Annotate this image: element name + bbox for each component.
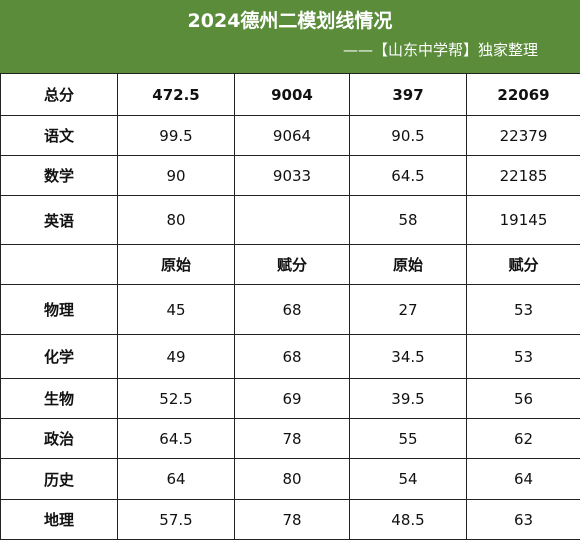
table-cell: 57.5 bbox=[117, 499, 235, 540]
table-cell: 64.5 bbox=[349, 155, 467, 196]
table-cell: 53 bbox=[466, 334, 580, 379]
table-cell: 68 bbox=[234, 334, 350, 379]
table-cell: 22069 bbox=[466, 73, 580, 116]
table-cell: 27 bbox=[349, 284, 467, 335]
table-cell: 397 bbox=[349, 73, 467, 116]
row-label: 历史 bbox=[0, 458, 118, 500]
column-header: 赋分 bbox=[234, 244, 350, 285]
table-cell: 22185 bbox=[466, 155, 580, 196]
table-cell: 34.5 bbox=[349, 334, 467, 379]
table-cell: 80 bbox=[234, 458, 350, 500]
table-cell: 64.5 bbox=[117, 418, 235, 459]
table-cell: 56 bbox=[466, 378, 580, 419]
column-header: 原始 bbox=[349, 244, 467, 285]
row-label: 政治 bbox=[0, 418, 118, 459]
table-cell: 55 bbox=[349, 418, 467, 459]
table-cell: 39.5 bbox=[349, 378, 467, 419]
table-row: 化学 49 68 34.5 53 bbox=[0, 334, 580, 379]
table-cell: 22379 bbox=[466, 115, 580, 156]
table-cell: 19145 bbox=[466, 195, 580, 245]
table-cell: 99.5 bbox=[117, 115, 235, 156]
row-label: 英语 bbox=[0, 195, 118, 245]
table-row: 英语 80 58 19145 bbox=[0, 195, 580, 245]
row-label bbox=[0, 244, 118, 285]
table-row: 生物 52.5 69 39.5 56 bbox=[0, 378, 580, 419]
table-cell: 9004 bbox=[234, 73, 350, 116]
table-cell: 63 bbox=[466, 499, 580, 540]
row-label: 化学 bbox=[0, 334, 118, 379]
table-cell: 48.5 bbox=[349, 499, 467, 540]
row-label: 数学 bbox=[0, 155, 118, 196]
table-cell: 58 bbox=[349, 195, 467, 245]
table-cell: 49 bbox=[117, 334, 235, 379]
table-row: 地理 57.5 78 48.5 63 bbox=[0, 499, 580, 540]
table-cell: 9033 bbox=[234, 155, 350, 196]
column-header: 赋分 bbox=[466, 244, 580, 285]
table-row: 数学 90 9033 64.5 22185 bbox=[0, 155, 580, 196]
table-row: 历史 64 80 54 64 bbox=[0, 458, 580, 500]
table-cell: 78 bbox=[234, 418, 350, 459]
table-cell: 52.5 bbox=[117, 378, 235, 419]
row-label: 语文 bbox=[0, 115, 118, 156]
score-table: 总分 472.5 9004 397 22069 语文 99.5 9064 90.… bbox=[0, 73, 580, 540]
page-title: 2024德州二模划线情况 bbox=[187, 10, 393, 32]
table-cell: 90 bbox=[117, 155, 235, 196]
title-banner: 2024德州二模划线情况 ——【山东中学帮】独家整理 bbox=[0, 0, 580, 73]
table-cell: 45 bbox=[117, 284, 235, 335]
table-row: 物理 45 68 27 53 bbox=[0, 284, 580, 335]
row-label: 生物 bbox=[0, 378, 118, 419]
table-cell: 9064 bbox=[234, 115, 350, 156]
table-cell: 78 bbox=[234, 499, 350, 540]
table-cell: 53 bbox=[466, 284, 580, 335]
sub-header-row: 原始 赋分 原始 赋分 bbox=[0, 244, 580, 285]
table-row: 政治 64.5 78 55 62 bbox=[0, 418, 580, 459]
table-cell: 80 bbox=[117, 195, 235, 245]
table-cell: 64 bbox=[466, 458, 580, 500]
table-cell: 90.5 bbox=[349, 115, 467, 156]
table-cell: 64 bbox=[117, 458, 235, 500]
row-label: 物理 bbox=[0, 284, 118, 335]
table-cell: 472.5 bbox=[117, 73, 235, 116]
table-cell: 62 bbox=[466, 418, 580, 459]
row-label: 地理 bbox=[0, 499, 118, 540]
table-cell bbox=[234, 195, 350, 245]
table-cell: 68 bbox=[234, 284, 350, 335]
table-cell: 54 bbox=[349, 458, 467, 500]
column-header: 原始 bbox=[117, 244, 235, 285]
table-row: 语文 99.5 9064 90.5 22379 bbox=[0, 115, 580, 156]
source-subtitle: ——【山东中学帮】独家整理 bbox=[342, 41, 538, 59]
table-cell: 69 bbox=[234, 378, 350, 419]
row-label: 总分 bbox=[0, 73, 118, 116]
total-row: 总分 472.5 9004 397 22069 bbox=[0, 73, 580, 116]
